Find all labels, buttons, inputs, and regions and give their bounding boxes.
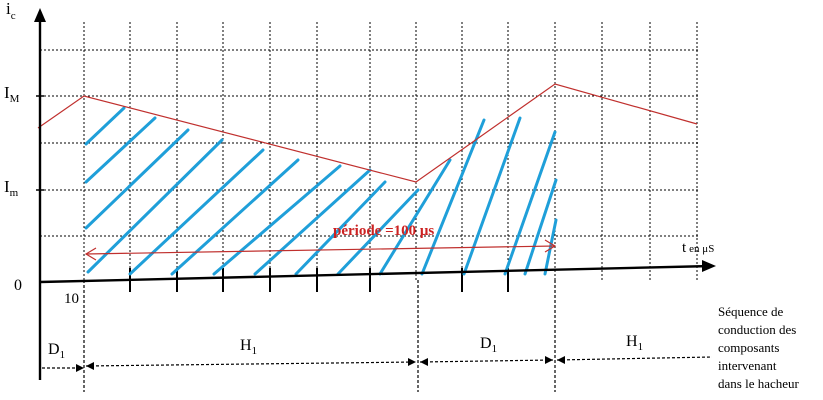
period-arrow: [84, 239, 557, 261]
sequence-arrowheads: [76, 356, 565, 372]
period-label: période =100 μs: [333, 223, 434, 239]
svg-text:dans le hacheur: dans le hacheur: [718, 376, 800, 391]
sequence-dividers: [83, 280, 556, 392]
x-axis-arrowhead: [702, 260, 716, 272]
level-min-label: Im: [4, 177, 19, 199]
y-axis-arrowhead: [34, 8, 46, 22]
sequence-label-d1-first: D1: [48, 341, 65, 361]
axes: [38, 18, 713, 380]
sequence-label-h1-first: H1: [240, 337, 257, 357]
current-waveform: [37, 83, 698, 183]
svg-text:Séquence de: Séquence de: [718, 304, 784, 319]
y-level-ticks: [36, 95, 44, 191]
hatched-conduction-area: [84, 106, 558, 276]
svg-text:intervenant: intervenant: [718, 358, 777, 373]
level-max-label: IM: [4, 83, 20, 105]
origin-label: 0: [14, 277, 22, 294]
x-tick-label-10: 10: [64, 291, 79, 307]
sequence-label-d1-second: D1: [480, 335, 497, 355]
y-axis-label: ic: [6, 0, 16, 22]
sequence-label-h1-second: H1: [626, 333, 643, 353]
svg-text:composants: composants: [718, 340, 779, 355]
grid: [40, 22, 700, 280]
sequence-arrows: [42, 356, 713, 369]
x-axis-label: t en μS: [682, 240, 714, 256]
sequence-caption: Séquence de conduction des composants in…: [718, 304, 800, 391]
svg-text:conduction des: conduction des: [718, 322, 796, 337]
